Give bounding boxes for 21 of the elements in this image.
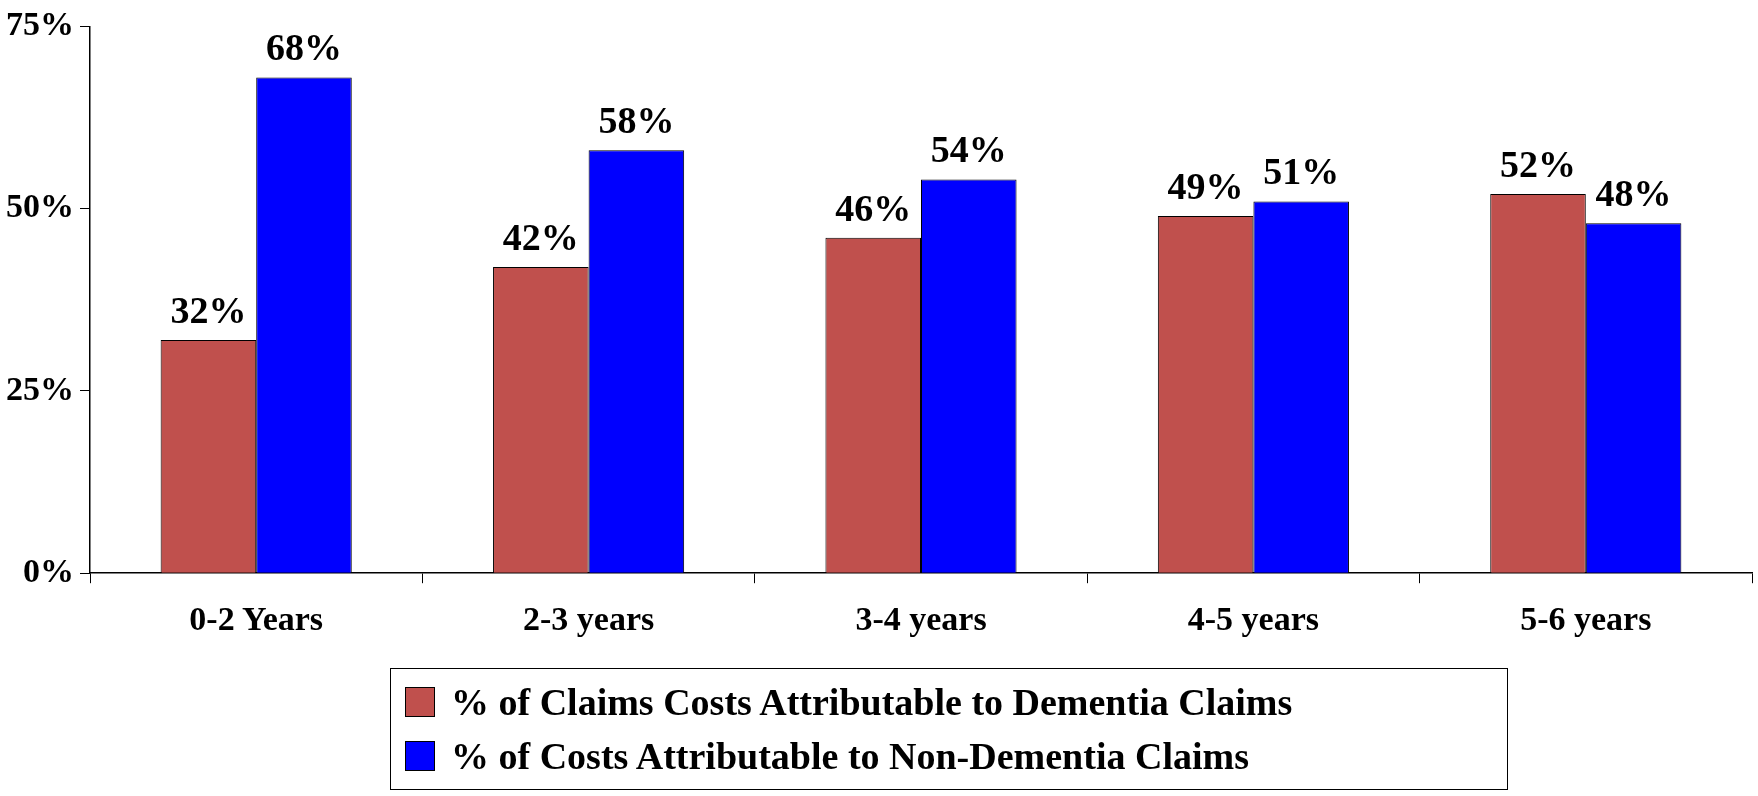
data-label: 32% (170, 288, 247, 331)
data-label: 68% (265, 26, 342, 69)
y-tick-label: 75% (6, 5, 74, 43)
data-label: 51% (1263, 150, 1340, 193)
x-tick-label: 0-2 Years (189, 600, 324, 638)
y-tick-label: 0% (23, 551, 74, 589)
data-label: 52% (1500, 142, 1577, 185)
y-tick-label: 25% (6, 369, 74, 407)
x-tick-label: 5-6 years (1520, 600, 1652, 638)
data-label: 46% (835, 186, 912, 229)
data-label: 42% (502, 215, 579, 258)
data-label: 48% (1595, 172, 1672, 215)
data-label: 58% (598, 99, 675, 142)
data-label: 49% (1167, 164, 1244, 207)
data-label: 54% (930, 128, 1007, 171)
legend-label: % of Costs Attributable to Non-Dementia Claims (451, 734, 1249, 778)
x-tick-label: 2-3 years (522, 600, 655, 638)
x-tick-label: 4-5 years (1187, 600, 1320, 638)
x-tick-label: 3-4 years (855, 600, 987, 638)
y-tick-label: 50% (6, 187, 74, 225)
legend-label: % of Claims Costs Attributable to Dementia Claims (451, 680, 1293, 724)
